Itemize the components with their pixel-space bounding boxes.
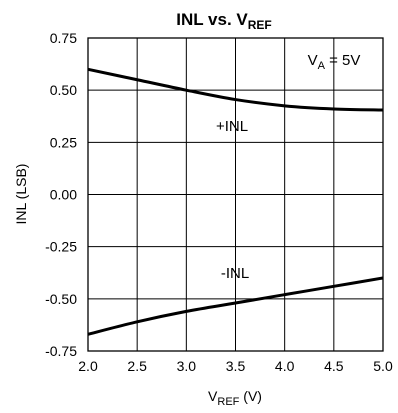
y-tick-label: 0.00 bbox=[50, 187, 77, 203]
chart-title: INL vs. VREF bbox=[176, 10, 272, 32]
chart-title-main: INL vs. V bbox=[176, 10, 248, 29]
chart-title-sub: REF bbox=[248, 18, 272, 32]
y-tick-label: 0.50 bbox=[50, 82, 77, 98]
y-tick-labels: 0.75 0.50 0.25 0.00 -0.25 -0.50 -0.75 bbox=[45, 30, 77, 359]
y-tick-label: 0.25 bbox=[50, 134, 77, 150]
condition-main: V bbox=[308, 52, 318, 69]
series-line-pos-inl bbox=[87, 67, 384, 112]
x-axis-label-main: V bbox=[208, 388, 218, 404]
x-axis-label-suffix: (V) bbox=[239, 388, 262, 404]
x-tick-label: 2.5 bbox=[127, 358, 147, 374]
x-tick-label: 4.0 bbox=[275, 358, 295, 374]
series-line-neg-inl bbox=[87, 276, 384, 336]
condition-suffix: = 5V bbox=[325, 52, 360, 69]
x-tick-label: 3.0 bbox=[177, 358, 197, 374]
series-label-neg-inl: -INL bbox=[221, 265, 249, 282]
x-axis-label-sub: REF bbox=[217, 396, 239, 408]
x-tick-label: 2.0 bbox=[78, 358, 98, 374]
y-tick-label: 0.75 bbox=[50, 30, 77, 46]
y-axis-label: INL (LSB) bbox=[13, 164, 29, 225]
x-tick-label: 3.5 bbox=[226, 358, 246, 374]
condition-label: VA = 5V bbox=[308, 52, 361, 72]
y-tick-label: -0.25 bbox=[45, 239, 77, 255]
x-tick-labels: 2.0 2.5 3.0 3.5 4.0 4.5 5.0 bbox=[78, 358, 393, 374]
series-layer bbox=[87, 67, 384, 336]
y-tick-label: -0.50 bbox=[45, 291, 77, 307]
condition-sub: A bbox=[318, 60, 326, 72]
x-tick-label: 4.5 bbox=[324, 358, 344, 374]
series-label-pos-inl: +INL bbox=[216, 118, 248, 135]
x-tick-label: 5.0 bbox=[373, 358, 393, 374]
x-axis-label: VREF (V) bbox=[208, 388, 262, 408]
plot-frame bbox=[87, 37, 384, 352]
y-tick-label: -0.75 bbox=[45, 343, 77, 359]
